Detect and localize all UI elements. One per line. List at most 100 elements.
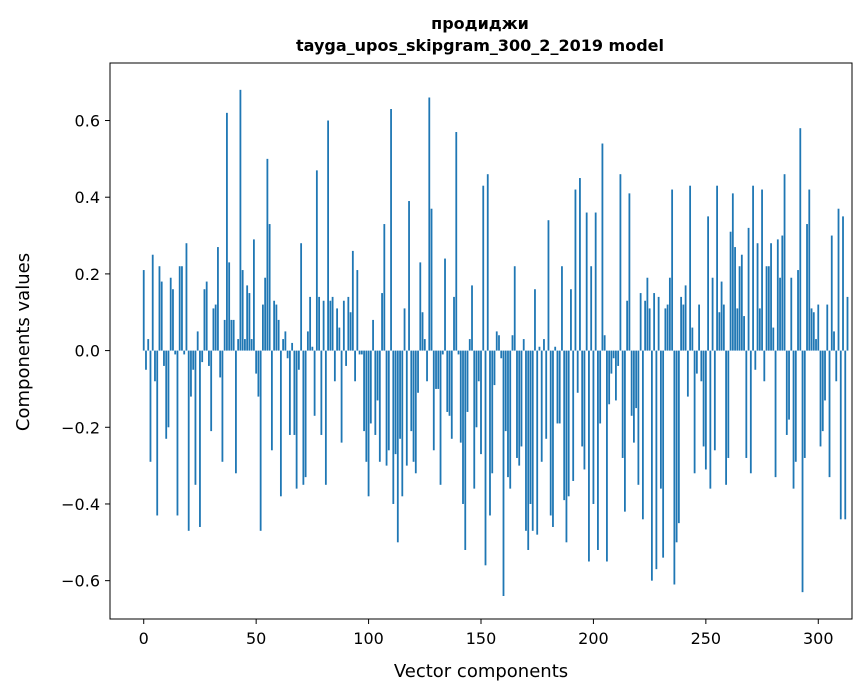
bar-component-46 bbox=[246, 285, 249, 351]
bar-component-103 bbox=[374, 350, 377, 435]
bar-component-110 bbox=[390, 109, 392, 351]
bar-component-130 bbox=[435, 350, 437, 389]
bar-component-206 bbox=[606, 350, 608, 562]
x-tick-label: 200 bbox=[578, 629, 609, 648]
bar-component-298 bbox=[812, 312, 815, 351]
bar-component-26 bbox=[201, 350, 204, 363]
bar-component-33 bbox=[217, 247, 219, 351]
bar-component-90 bbox=[345, 350, 347, 366]
bar-component-153 bbox=[486, 174, 489, 351]
bar-component-152 bbox=[484, 350, 487, 566]
bar-component-256 bbox=[718, 312, 721, 351]
bar-component-159 bbox=[500, 350, 503, 359]
bar-component-174 bbox=[534, 289, 536, 351]
bar-component-70 bbox=[300, 243, 303, 351]
bar-component-311 bbox=[842, 216, 844, 351]
bar-component-99 bbox=[365, 350, 368, 462]
bar-component-97 bbox=[360, 350, 363, 355]
bar-component-37 bbox=[226, 112, 228, 351]
bar-component-222 bbox=[641, 350, 644, 520]
bar-component-241 bbox=[684, 285, 687, 351]
bar-component-286 bbox=[785, 350, 788, 435]
bar-component-284 bbox=[781, 235, 784, 351]
bar-component-273 bbox=[756, 243, 759, 351]
bar-component-66 bbox=[291, 342, 294, 351]
bar-component-81 bbox=[324, 350, 327, 485]
bar-component-167 bbox=[518, 350, 521, 466]
x-tick-label: 50 bbox=[246, 629, 266, 648]
bar-component-34 bbox=[219, 350, 222, 378]
bar-component-28 bbox=[205, 281, 208, 351]
bar-component-52 bbox=[259, 350, 262, 531]
bar-component-51 bbox=[257, 350, 260, 397]
bar-component-124 bbox=[421, 312, 424, 351]
bar-component-16 bbox=[178, 266, 181, 351]
bar-component-201 bbox=[594, 212, 597, 351]
bar-component-205 bbox=[603, 335, 606, 351]
bar-component-44 bbox=[241, 270, 244, 351]
bar-component-35 bbox=[221, 350, 224, 462]
bar-component-162 bbox=[507, 350, 509, 478]
bar-component-184 bbox=[556, 350, 559, 424]
bar-component-4 bbox=[151, 254, 154, 351]
bar-component-279 bbox=[770, 243, 772, 351]
bar-component-79 bbox=[320, 350, 323, 435]
x-tick-label: 150 bbox=[466, 629, 497, 648]
bar-component-211 bbox=[617, 350, 620, 366]
bar-component-258 bbox=[722, 304, 725, 351]
bar-component-225 bbox=[648, 308, 651, 351]
bar-component-227 bbox=[653, 293, 656, 351]
bar-component-61 bbox=[279, 350, 282, 497]
bar-component-100 bbox=[367, 350, 370, 497]
bar-component-74 bbox=[309, 296, 312, 351]
bar-component-150 bbox=[480, 350, 482, 455]
bar-component-247 bbox=[698, 304, 700, 351]
bar-component-9 bbox=[163, 350, 165, 366]
bar-component-180 bbox=[547, 220, 550, 351]
bar-component-138 bbox=[453, 296, 455, 351]
bar-component-194 bbox=[579, 178, 581, 351]
bar-component-45 bbox=[244, 339, 246, 351]
bar-component-137 bbox=[450, 350, 453, 439]
bar-component-244 bbox=[691, 327, 694, 351]
bar-component-98 bbox=[363, 350, 365, 432]
bar-component-127 bbox=[428, 97, 431, 351]
bar-component-89 bbox=[342, 300, 345, 351]
bar-component-116 bbox=[403, 308, 406, 351]
bar-component-250 bbox=[704, 350, 707, 470]
bar-component-141 bbox=[459, 350, 462, 443]
bar-component-280 bbox=[772, 327, 775, 351]
bar-component-92 bbox=[349, 312, 352, 351]
bar-component-93 bbox=[351, 250, 354, 351]
bar-component-15 bbox=[176, 350, 179, 516]
bar-component-289 bbox=[792, 350, 795, 489]
bar-component-161 bbox=[504, 350, 507, 432]
bar-component-188 bbox=[565, 350, 568, 543]
bar-component-154 bbox=[489, 350, 491, 516]
bar-component-228 bbox=[655, 350, 658, 570]
bar-component-71 bbox=[302, 350, 305, 485]
bar-component-213 bbox=[621, 350, 624, 458]
bar-component-129 bbox=[432, 350, 435, 451]
bar-component-253 bbox=[711, 277, 714, 351]
bar-component-157 bbox=[495, 331, 498, 351]
bar-component-2 bbox=[147, 339, 150, 351]
bar-component-217 bbox=[630, 350, 633, 416]
bar-component-165 bbox=[513, 266, 516, 351]
bar-component-155 bbox=[491, 350, 494, 474]
bar-component-269 bbox=[747, 227, 750, 351]
bar-component-198 bbox=[588, 350, 590, 562]
bar-component-226 bbox=[650, 350, 653, 581]
bar-component-260 bbox=[727, 350, 730, 458]
bar-component-187 bbox=[563, 350, 566, 501]
bar-component-294 bbox=[803, 350, 806, 458]
bar-component-218 bbox=[633, 350, 635, 443]
bar-component-7 bbox=[158, 266, 161, 351]
bar-component-200 bbox=[592, 350, 595, 504]
bar-component-255 bbox=[716, 185, 718, 351]
bar-component-274 bbox=[758, 308, 761, 351]
bar-component-282 bbox=[776, 239, 779, 351]
bar-component-95 bbox=[356, 270, 359, 351]
bar-component-55 bbox=[266, 158, 269, 351]
